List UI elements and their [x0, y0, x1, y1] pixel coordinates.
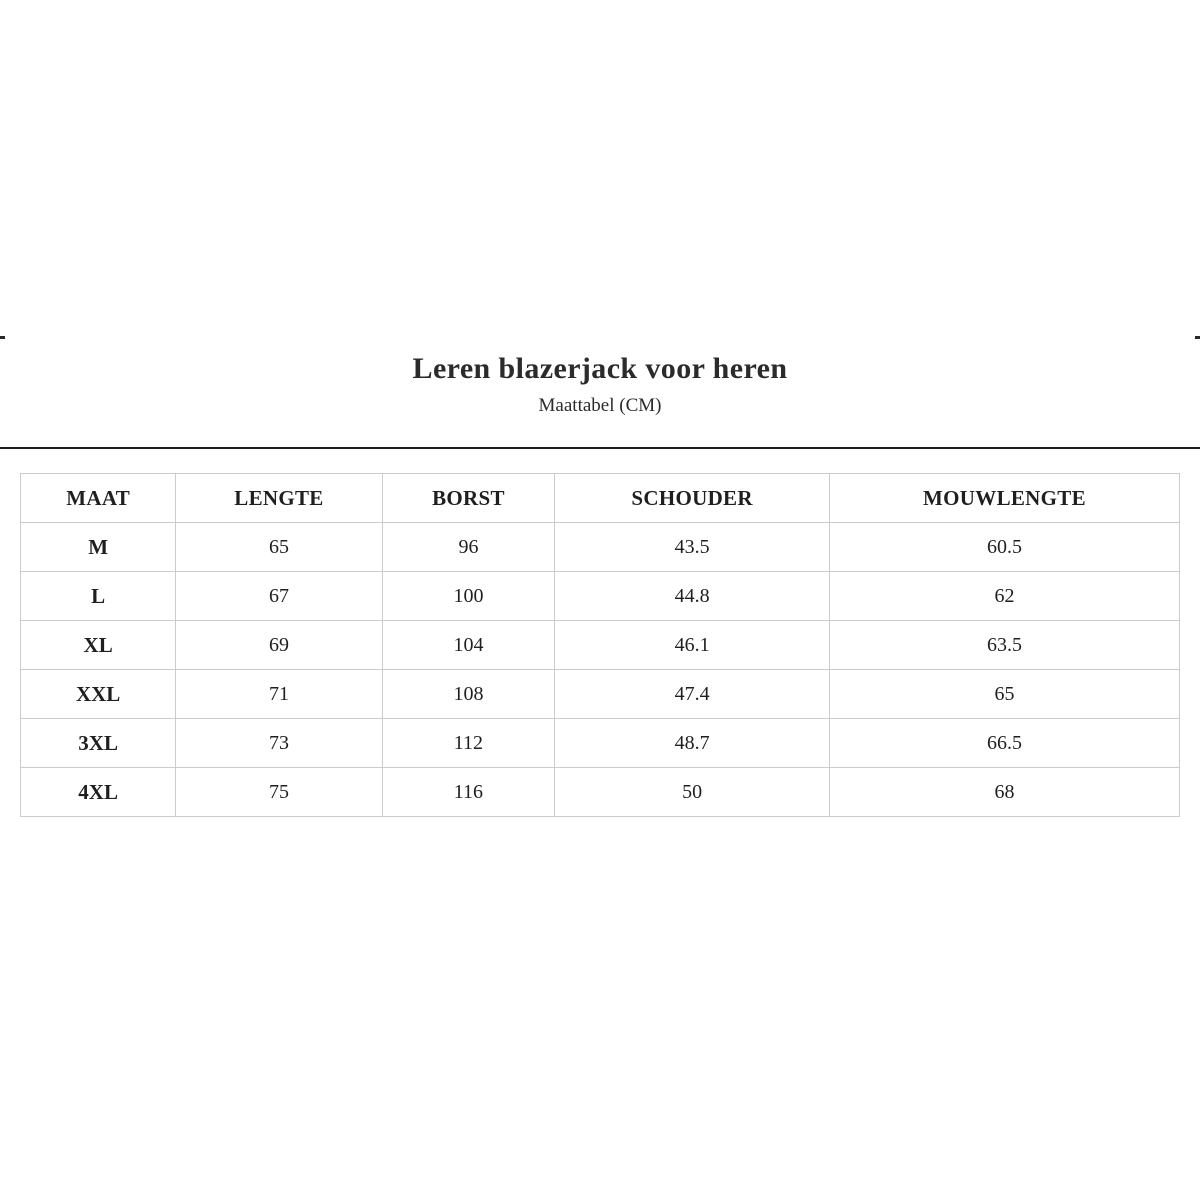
schouder-cell: 43.5	[554, 522, 830, 572]
header: Leren blazerjack voor heren Maattabel (C…	[0, 352, 1200, 417]
schouder-cell: 48.7	[554, 718, 830, 768]
lengte-cell: 69	[175, 620, 383, 670]
lengte-cell: 73	[175, 718, 383, 768]
page-title: Leren blazerjack voor heren	[412, 352, 788, 385]
borst-cell: 116	[381, 767, 556, 817]
size-cell: 3XL	[19, 718, 177, 768]
header-row: MAAT LENGTE BORST SCHOUDER MOUWLENGTE	[19, 473, 1181, 523]
table-body: M 65 96 43.5 60.5 L 67 100 44.8 62 XL 69…	[19, 522, 1181, 817]
column-header-schouder: SCHOUDER	[554, 473, 830, 523]
mouwlengte-cell: 66.5	[828, 718, 1181, 768]
schouder-cell: 46.1	[554, 620, 830, 670]
schouder-cell: 44.8	[554, 571, 830, 621]
schouder-cell: 47.4	[554, 669, 830, 719]
lengte-cell: 65	[175, 522, 383, 572]
table-header: MAAT LENGTE BORST SCHOUDER MOUWLENGTE	[19, 473, 1181, 523]
lengte-cell: 71	[175, 669, 383, 719]
size-table: MAAT LENGTE BORST SCHOUDER MOUWLENGTE M …	[19, 473, 1181, 817]
table-row: XL 69 104 46.1 63.5	[19, 620, 1181, 670]
table-row: L 67 100 44.8 62	[19, 571, 1181, 621]
lengte-cell: 67	[175, 571, 383, 621]
borst-cell: 108	[381, 669, 556, 719]
column-header-maat: MAAT	[19, 473, 177, 523]
mouwlengte-cell: 63.5	[828, 620, 1181, 670]
table-row: M 65 96 43.5 60.5	[19, 522, 1181, 572]
table-row: 4XL 75 116 50 68	[19, 767, 1181, 817]
borst-cell: 96	[381, 522, 556, 572]
borst-cell: 112	[381, 718, 556, 768]
left-edge-dash	[0, 336, 5, 339]
header-divider	[0, 447, 1200, 449]
borst-cell: 100	[381, 571, 556, 621]
mouwlengte-cell: 68	[828, 767, 1181, 817]
mouwlengte-cell: 60.5	[828, 522, 1181, 572]
size-cell: M	[19, 522, 177, 572]
column-header-mouwlengte: MOUWLENGTE	[828, 473, 1181, 523]
page-subtitle: Maattabel (CM)	[538, 394, 662, 416]
column-header-lengte: LENGTE	[175, 473, 383, 523]
mouwlengte-cell: 62	[828, 571, 1181, 621]
right-edge-dash	[1195, 336, 1200, 339]
table-row: 3XL 73 112 48.7 66.5	[19, 718, 1181, 768]
borst-cell: 104	[381, 620, 556, 670]
table-row: XXL 71 108 47.4 65	[19, 669, 1181, 719]
mouwlengte-cell: 65	[828, 669, 1181, 719]
lengte-cell: 75	[175, 767, 383, 817]
column-header-borst: BORST	[381, 473, 556, 523]
schouder-cell: 50	[554, 767, 830, 817]
size-cell: 4XL	[19, 767, 177, 817]
size-cell: XXL	[19, 669, 177, 719]
size-cell: XL	[19, 620, 177, 670]
size-cell: L	[19, 571, 177, 621]
